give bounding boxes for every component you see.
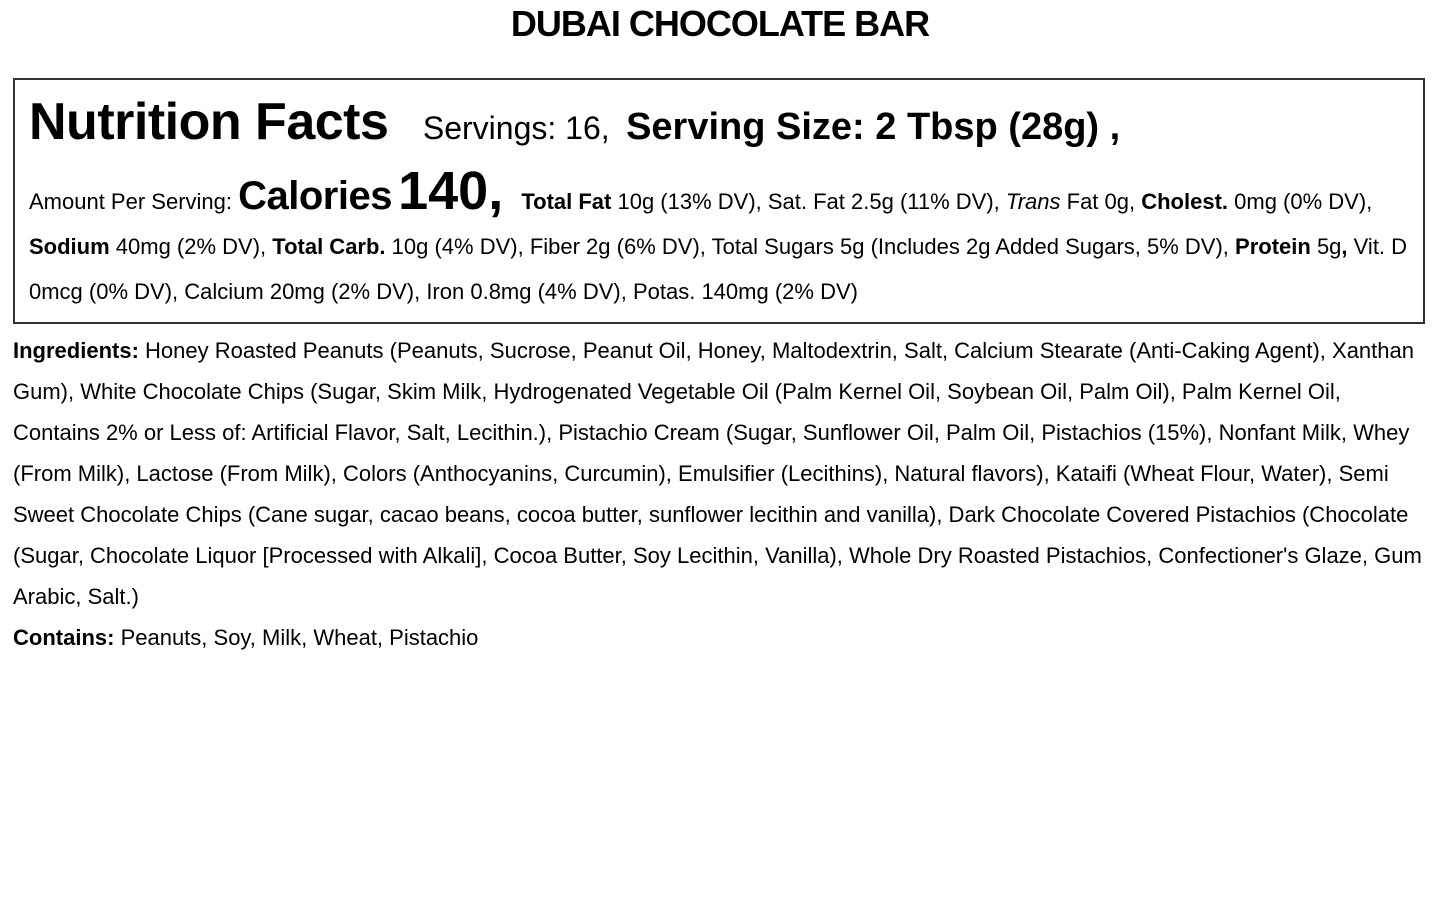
nutrition-facts-panel: Nutrition Facts Servings: 16, Serving Si… <box>13 78 1425 324</box>
ingredients-section: Ingredients: Honey Roasted Peanuts (Pean… <box>13 324 1423 617</box>
ingredients-text: Cream (Sugar, Sunflower Oil, Palm Oil, P… <box>13 420 1410 486</box>
nutrient-text: Trans <box>1005 189 1061 214</box>
nutrient-text: Total Carb. <box>272 234 386 259</box>
servings-count: Servings: 16, <box>422 110 610 146</box>
nutrient-text: Protein <box>1235 234 1311 259</box>
nutrient-text: Vit. D 0mcg (0% DV), Calcium 20mg (2% DV… <box>29 234 1408 304</box>
nutrient-details: Amount Per Serving: Calories 140, Total … <box>29 164 1409 314</box>
ingredients-text: (Anti-Caking Agent), Xanthan Gum), White… <box>13 338 1414 404</box>
nutrition-facts-heading: Nutrition Facts <box>29 93 389 151</box>
nutrient-text: (Includes 2g Added Sugars, 5% DV), <box>870 234 1236 259</box>
nutrient-text: 0mg (0% DV), <box>1228 189 1373 214</box>
amount-per-serving-label: Amount Per Serving: <box>29 189 232 214</box>
nutrient-text: , <box>1341 234 1348 259</box>
contains-label: Contains: <box>13 625 115 650</box>
ingredients-text: Honey Roasted Peanuts (Peanuts, Sucrose,… <box>145 338 1123 363</box>
nutrient-text: Potas. 140mg (2% DV) <box>632 279 858 304</box>
nutrient-text: Total Fat <box>521 189 612 214</box>
nutrient-text: 10g (4% DV), Fiber 2g (6% DV), Total Sug… <box>385 234 865 259</box>
serving-size: Serving Size: 2 Tbsp (28g) , <box>626 106 1121 148</box>
ingredients-label: Ingredients: <box>13 338 139 363</box>
calories-label: Calories <box>238 174 392 218</box>
ingredients-text: Kernel Oil, Soybean Oil, Palm Oil), Palm… <box>13 379 1341 445</box>
ingredients-text: Pistachios (Chocolate (Sugar, Chocolate … <box>13 502 1409 568</box>
nutrient-text: 40mg (2% DV), <box>109 234 273 259</box>
nutrient-text: Fat 0g, <box>1060 189 1136 214</box>
nutrient-text: Sodium <box>29 234 110 259</box>
nutrient-text: 10g (13% DV), Sat. Fat 2.5g (11% DV), <box>611 189 1006 214</box>
calories-value: 140, <box>398 161 504 221</box>
nutrient-text: Cholest. <box>1141 189 1229 214</box>
ingredients-text: Chocolate Chips (Cane sugar, cacao beans… <box>80 502 1190 527</box>
contains-statement: Contains: Peanuts, Soy, Milk, Wheat, Pis… <box>13 617 1423 658</box>
nutrition-header-line: Nutrition Facts Servings: 16, Serving Si… <box>29 86 1409 171</box>
ingredients-text: Colors (Anthocyanins, Curcumin), Emulsif… <box>13 461 1389 527</box>
contains-value: Peanuts, Soy, Milk, Wheat, Pistachio <box>114 625 479 650</box>
product-title: DUBAI CHOCOLATE BAR <box>510 3 930 44</box>
nutrient-text: 5g <box>1310 234 1342 259</box>
ingredients-text: Dry Roasted Pistachios, Confectioner's G… <box>13 543 1422 609</box>
